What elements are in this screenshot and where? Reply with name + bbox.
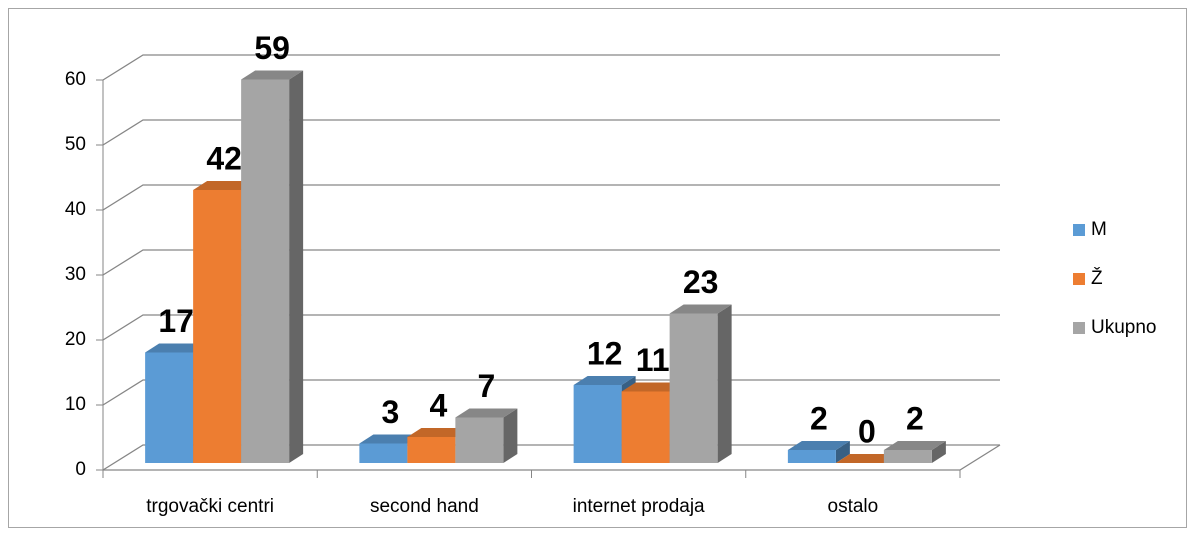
- bar-top: [835, 454, 898, 463]
- bar-side: [931, 441, 946, 463]
- bar: [787, 441, 850, 463]
- legend-swatch: [1073, 273, 1085, 285]
- bar-front: [359, 443, 408, 463]
- bar-top: [669, 304, 732, 314]
- bar-front: [455, 417, 504, 463]
- data-label: 12: [587, 335, 623, 371]
- y-tick-label: 0: [75, 459, 86, 480]
- legend-swatch: [1073, 224, 1085, 236]
- bar-top: [241, 70, 304, 80]
- bar: [669, 304, 732, 463]
- bar-side: [503, 408, 518, 463]
- bar-front: [669, 313, 718, 463]
- bar-front: [883, 450, 932, 463]
- bar-front: [621, 391, 670, 463]
- legend-label: M: [1091, 219, 1107, 240]
- bar-top: [883, 441, 946, 450]
- grid-line: [102, 184, 1000, 211]
- bar-side: [289, 70, 304, 463]
- bar: [883, 441, 946, 463]
- y-tick-label: 40: [65, 199, 86, 220]
- x-tick-label: trgovački centri: [146, 496, 274, 517]
- data-label: 59: [254, 30, 290, 66]
- y-tick-label: 60: [65, 69, 86, 90]
- data-label: 3: [381, 394, 399, 430]
- bar-top: [193, 181, 256, 190]
- bar-front: [787, 450, 836, 463]
- data-label: 23: [683, 264, 719, 300]
- data-label: 0: [858, 413, 876, 449]
- bar-top: [145, 343, 208, 353]
- y-tick-label: 30: [65, 264, 86, 285]
- x-tick-label: second hand: [370, 496, 479, 517]
- bar-front: [193, 190, 242, 463]
- data-label: 17: [158, 303, 194, 339]
- bar-front: [145, 352, 194, 463]
- y-tick-label: 50: [65, 134, 86, 155]
- data-label: 11: [636, 342, 670, 378]
- data-label: 2: [810, 400, 828, 436]
- data-label: 42: [206, 140, 242, 176]
- bar: [241, 70, 304, 463]
- bar-front: [407, 437, 456, 463]
- grid-line: [102, 54, 1000, 81]
- bar-front: [241, 79, 290, 463]
- bar-top: [407, 428, 470, 437]
- bar: [835, 454, 898, 463]
- legend-label: Ukupno: [1091, 317, 1157, 338]
- bar-side: [835, 441, 850, 463]
- bar-top: [359, 434, 422, 444]
- bar-top: [573, 376, 636, 385]
- y-tick-label: 20: [65, 329, 86, 350]
- bar-top: [621, 382, 684, 392]
- data-label: 2: [906, 400, 924, 436]
- x-tick-label: ostalo: [828, 496, 879, 517]
- data-label: 7: [477, 368, 495, 404]
- bar-top: [455, 408, 518, 418]
- bar: [455, 408, 518, 463]
- legend-label: Ž: [1091, 267, 1103, 289]
- data-label: 4: [429, 387, 447, 423]
- y-tick-label: 10: [65, 394, 86, 415]
- bar-side: [717, 304, 732, 463]
- x-tick-label: internet prodaja: [573, 496, 705, 517]
- grid-line: [102, 119, 1000, 146]
- bar-top: [787, 441, 850, 450]
- legend-swatch: [1073, 322, 1085, 334]
- bar-front: [573, 385, 622, 463]
- grid-line: [102, 249, 1000, 276]
